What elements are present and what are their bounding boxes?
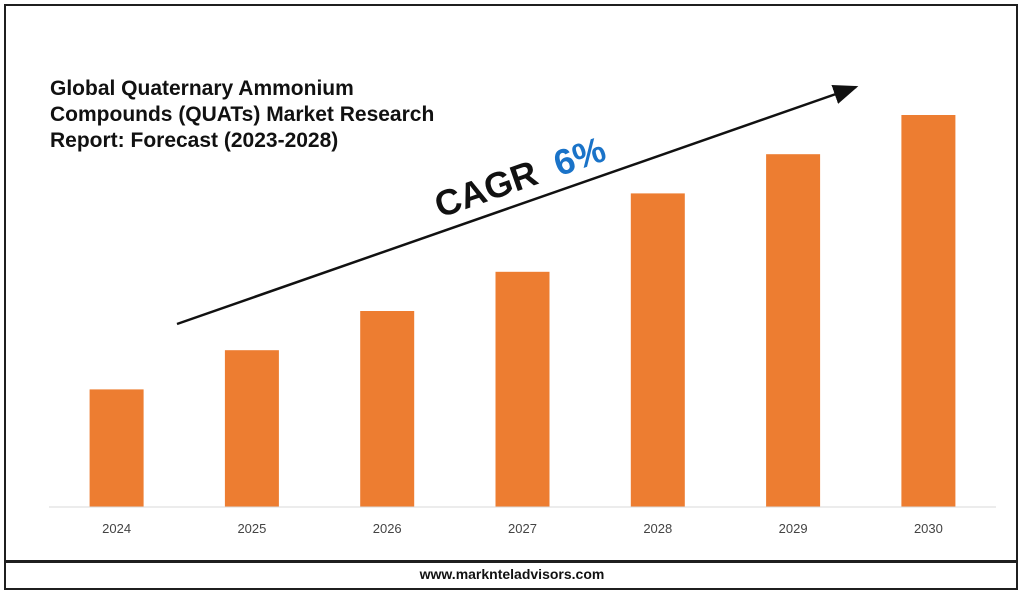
x-tick-label-2025: 2025: [237, 521, 266, 536]
bar-2029: [766, 154, 821, 507]
bar-2027: [495, 271, 550, 507]
x-tick-label-2027: 2027: [508, 521, 537, 536]
trend-arrow: [176, 84, 859, 326]
bar-2028: [630, 193, 685, 507]
bar-2030: [901, 115, 956, 507]
bar-2024: [89, 389, 144, 507]
x-tick-label-2026: 2026: [373, 521, 402, 536]
x-tick-label-2029: 2029: [779, 521, 808, 536]
x-tick-label-2030: 2030: [914, 521, 943, 536]
chart-title: Global Quaternary Ammonium Compounds (QU…: [50, 77, 435, 152]
cagr-annotation: CAGR 6%: [429, 128, 611, 225]
footer-divider: [4, 560, 1018, 563]
bar-2026: [360, 311, 415, 507]
cagr-label: CAGR: [429, 152, 543, 226]
x-tick-label-2028: 2028: [643, 521, 672, 536]
bar-2025: [224, 350, 279, 507]
footer-url: www.marknteladvisors.com: [419, 566, 605, 582]
x-tick-label-2024: 2024: [102, 521, 131, 536]
